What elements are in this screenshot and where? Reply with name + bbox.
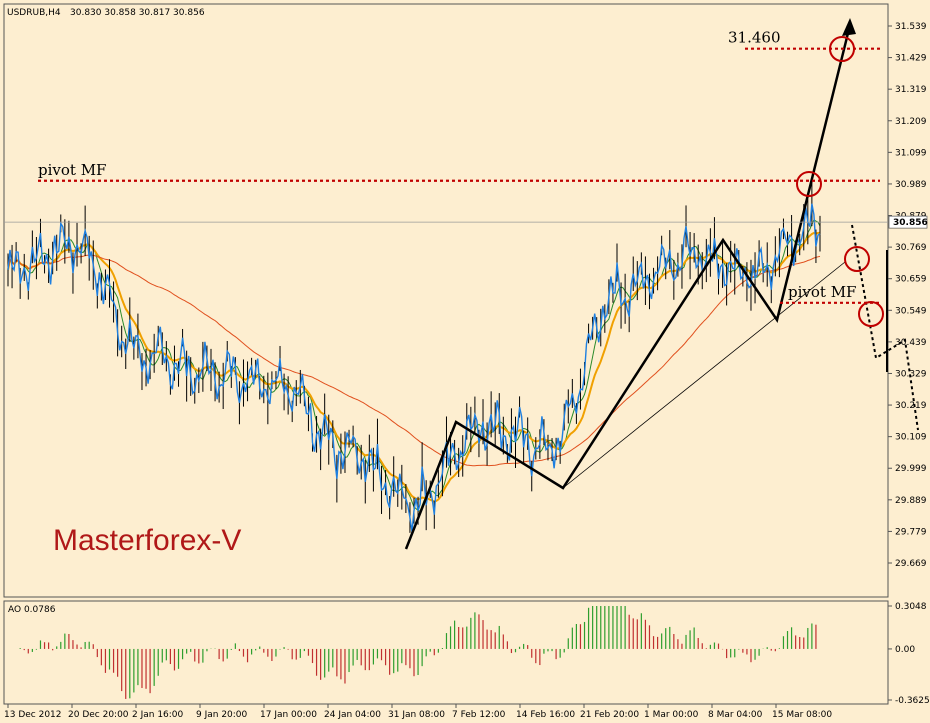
pivot-label: 31.460 xyxy=(728,29,781,47)
price-line xyxy=(7,203,821,532)
level-circle xyxy=(844,246,870,272)
x-tick-label: 13 Dec 2012 xyxy=(4,710,62,720)
y-tick-label: 29.889 xyxy=(895,496,927,506)
level-circle xyxy=(796,171,822,197)
x-tick-label: 20 Dec 20:00 xyxy=(68,710,129,720)
y-tick-label: 30.659 xyxy=(895,275,927,285)
pivot-label: pivot MF xyxy=(788,283,856,301)
x-tick-label: 1 Mar 00:00 xyxy=(644,710,699,720)
y-tick-label: 30.109 xyxy=(895,433,927,443)
pivot-label: pivot MF xyxy=(38,161,106,179)
x-tick-label: 9 Jan 20:00 xyxy=(196,710,248,720)
x-tick-label: 21 Feb 20:00 xyxy=(580,710,639,720)
ao-tick-label: -0.3625 xyxy=(895,696,930,706)
x-tick-label: 17 Jan 00:00 xyxy=(260,710,317,720)
ohlc-header: 30.830 30.858 30.817 30.856 xyxy=(70,8,205,18)
last-price-label: 30.856 xyxy=(893,218,928,228)
y-tick-label: 29.779 xyxy=(895,527,927,537)
zigzag-line xyxy=(404,24,852,550)
y-tick-label: 30.439 xyxy=(895,338,927,348)
y-tick-label: 30.989 xyxy=(895,180,927,190)
analysis-overlay xyxy=(404,18,919,550)
y-tick-label: 31.209 xyxy=(895,117,927,127)
y-tick-label: 31.319 xyxy=(895,85,927,95)
level-circle xyxy=(829,36,855,62)
ma-mid-line xyxy=(7,231,821,503)
trend-line xyxy=(562,261,846,489)
y-tick-label: 31.539 xyxy=(895,22,927,32)
y-tick-label: 30.769 xyxy=(895,243,927,253)
last-price-box xyxy=(888,215,928,229)
y-tick-label: 31.429 xyxy=(895,54,927,64)
ma-slow-line xyxy=(7,254,821,467)
x-tick-label: 14 Feb 16:00 xyxy=(516,710,575,720)
symbol-header: USDRUB,H4 xyxy=(7,8,61,18)
ao-panel-frame xyxy=(3,600,889,705)
x-tick-label: 15 Mar 08:00 xyxy=(772,710,832,720)
y-tick-label: 31.099 xyxy=(895,148,927,158)
target-arrow-head xyxy=(842,18,856,36)
projected-path xyxy=(851,224,919,431)
ao-histogram xyxy=(19,606,817,699)
level-circle xyxy=(858,301,884,327)
y-tick-label: 29.669 xyxy=(895,559,927,569)
y-tick-label: 30.219 xyxy=(895,401,927,411)
x-axis-ticks: 13 Dec 2012 20 Dec 20:00 2 Jan 16:00 9 Jan … xyxy=(4,704,832,720)
x-tick-label: 31 Jan 08:00 xyxy=(388,710,445,720)
ao-tick-label: 0.00 xyxy=(895,645,915,655)
ao-axis-ticks: 0.3048 0.00 -0.3625 xyxy=(888,602,930,706)
brand-watermark: Masterforex-V xyxy=(53,524,241,557)
annotations: pivot MF pivot MF 31.460 xyxy=(38,29,884,327)
y-tick-label: 30.549 xyxy=(895,306,927,316)
price-line-group xyxy=(7,203,821,532)
x-tick-label: 8 Mar 04:00 xyxy=(708,710,763,720)
x-tick-label: 24 Jan 04:00 xyxy=(324,710,381,720)
ao-tick-label: 0.3048 xyxy=(895,602,927,612)
x-tick-label: 2 Jan 16:00 xyxy=(132,710,184,720)
y-tick-label: 29.999 xyxy=(895,464,927,474)
ao-header: AO 0.0786 xyxy=(8,605,56,615)
y-axis-ticks: 31.539 31.429 31.319 31.209 31.099 30.989 30.8… xyxy=(4,22,928,569)
y-tick-label: 30.329 xyxy=(895,369,927,379)
x-tick-label: 7 Feb 12:00 xyxy=(452,710,506,720)
